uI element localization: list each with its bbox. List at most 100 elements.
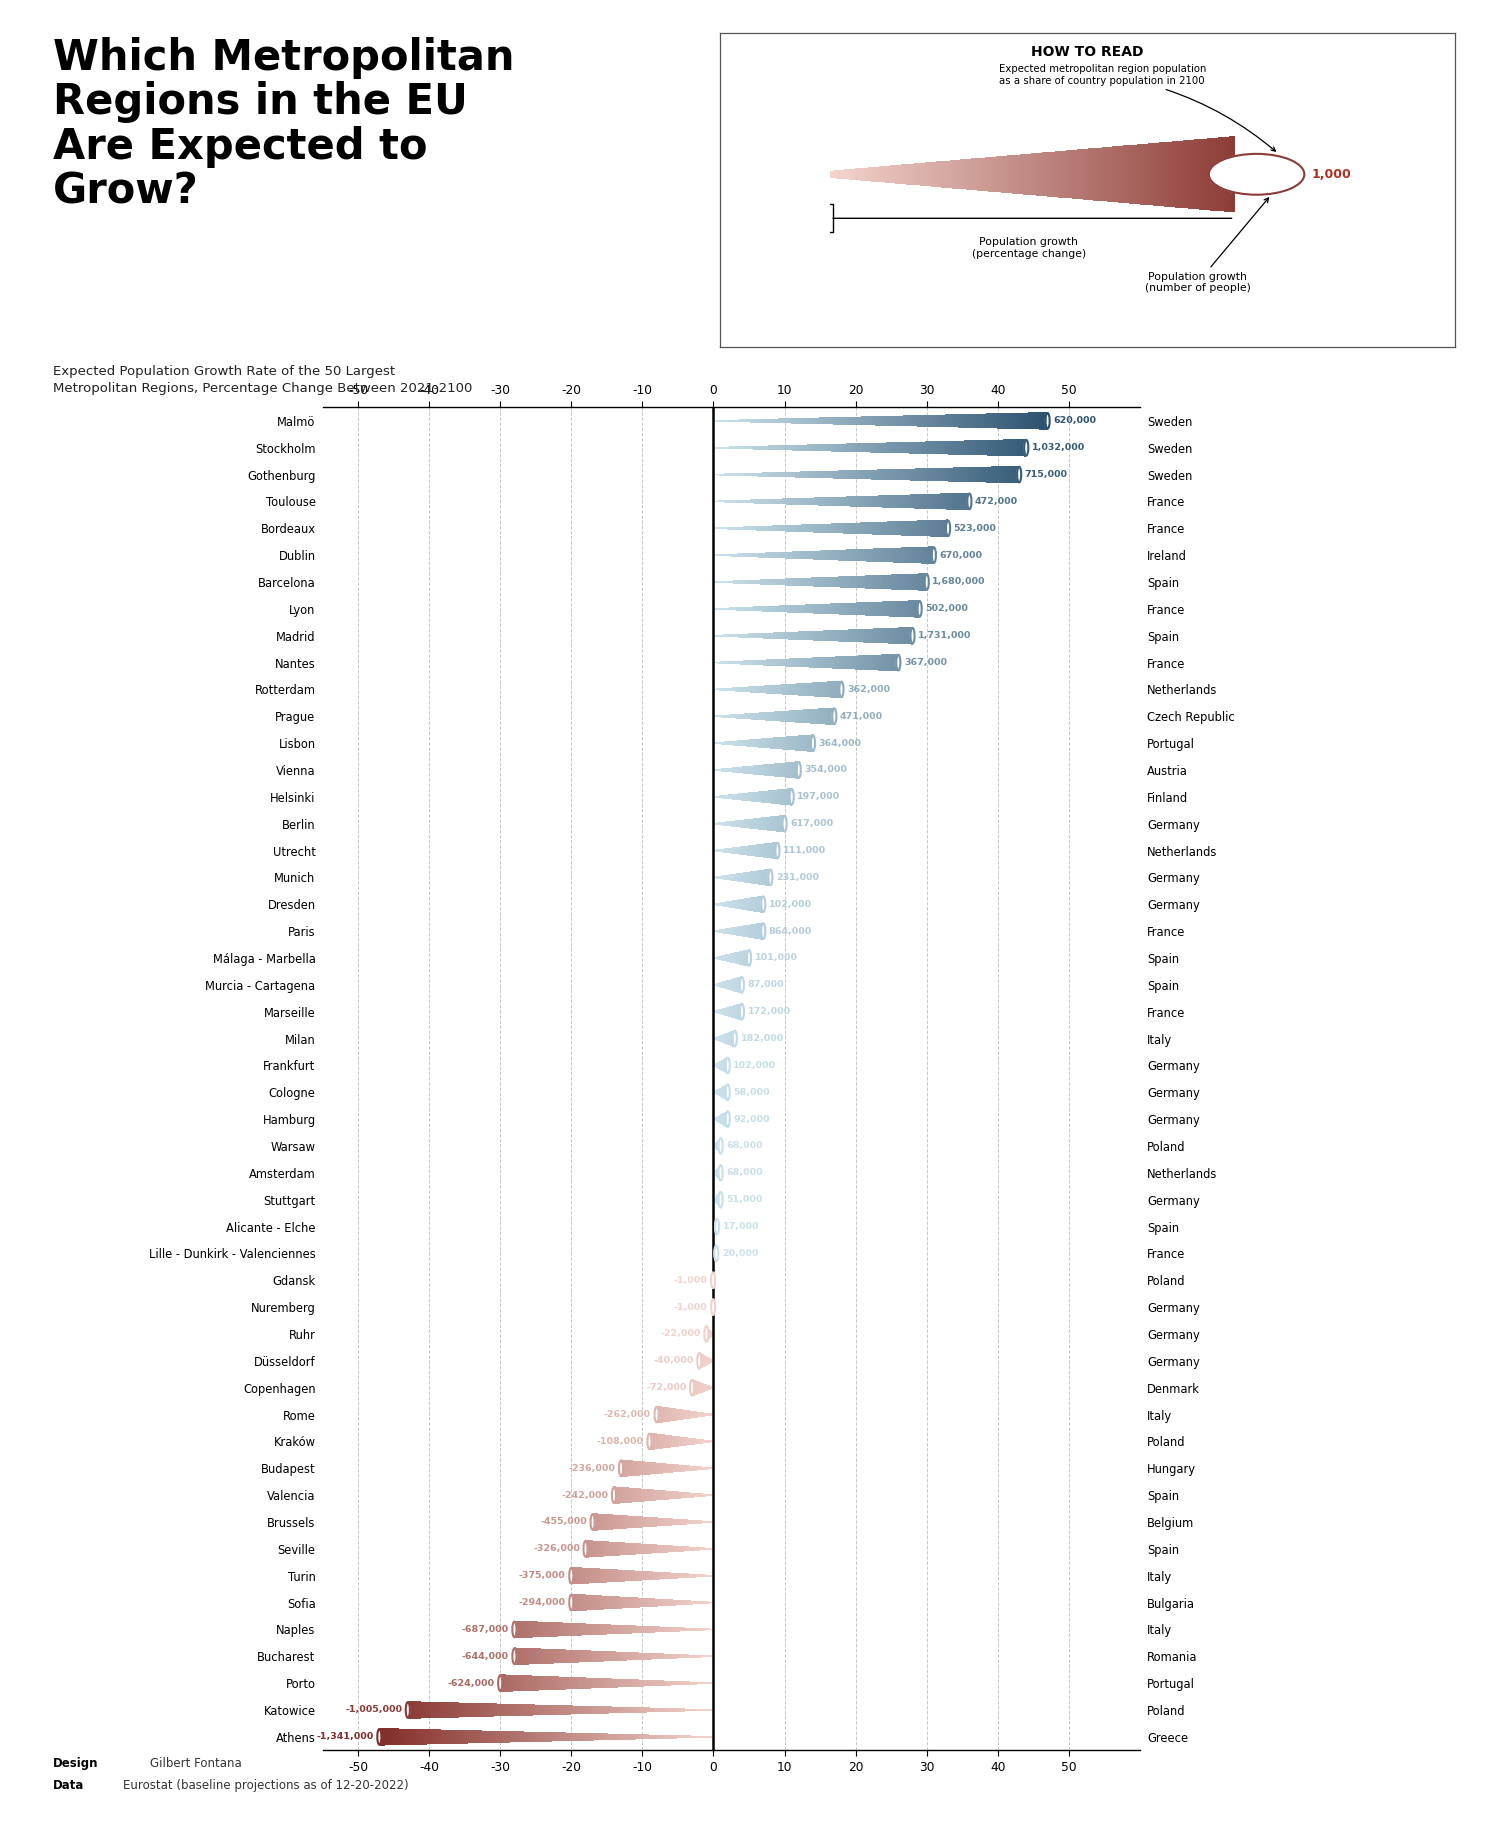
Circle shape (760, 897, 765, 912)
Circle shape (932, 548, 936, 563)
Text: 471,000: 471,000 (840, 713, 884, 722)
Text: 864,000: 864,000 (770, 926, 812, 935)
Circle shape (1046, 413, 1050, 429)
Text: -1,005,000: -1,005,000 (345, 1705, 402, 1714)
Circle shape (1024, 440, 1029, 455)
Circle shape (740, 1003, 744, 1019)
Circle shape (783, 817, 786, 831)
Text: -108,000: -108,000 (597, 1436, 644, 1445)
Text: -624,000: -624,000 (447, 1679, 495, 1688)
Circle shape (698, 1354, 702, 1368)
Text: 102,000: 102,000 (770, 899, 812, 908)
Circle shape (705, 1326, 708, 1341)
Circle shape (716, 1219, 718, 1235)
Circle shape (946, 521, 950, 535)
Circle shape (726, 1111, 730, 1127)
Text: 715,000: 715,000 (1024, 470, 1068, 479)
Circle shape (1209, 153, 1305, 195)
Circle shape (568, 1595, 573, 1610)
Circle shape (711, 1299, 716, 1315)
Text: 51,000: 51,000 (726, 1195, 762, 1204)
Text: -40,000: -40,000 (654, 1356, 693, 1365)
Circle shape (405, 1703, 410, 1717)
Text: Which Metropolitan
Regions in the EU
Are Expected to
Grow?: Which Metropolitan Regions in the EU Are… (53, 37, 515, 212)
Text: -1,341,000: -1,341,000 (316, 1732, 374, 1741)
Circle shape (513, 1622, 516, 1637)
Circle shape (840, 681, 843, 698)
Text: Eurostat (baseline projections as of 12-20-2022): Eurostat (baseline projections as of 12-… (123, 1779, 408, 1792)
Text: 367,000: 367,000 (904, 658, 946, 667)
Text: 472,000: 472,000 (975, 497, 1018, 506)
Text: 101,000: 101,000 (754, 954, 798, 963)
Text: -242,000: -242,000 (561, 1491, 609, 1500)
Circle shape (968, 493, 972, 510)
Text: Expected Population Growth Rate of the 50 Largest
Metropolitan Regions, Percenta: Expected Population Growth Rate of the 5… (53, 365, 473, 395)
Text: -455,000: -455,000 (540, 1518, 586, 1527)
Text: 617,000: 617,000 (790, 818, 834, 828)
Circle shape (568, 1568, 573, 1584)
Circle shape (620, 1460, 622, 1476)
Circle shape (513, 1648, 516, 1664)
Text: -294,000: -294,000 (519, 1599, 566, 1608)
Text: 92,000: 92,000 (734, 1114, 770, 1124)
Text: 172,000: 172,000 (747, 1007, 790, 1016)
Text: -262,000: -262,000 (604, 1410, 651, 1420)
Circle shape (732, 1030, 736, 1047)
Circle shape (612, 1487, 616, 1504)
Text: 111,000: 111,000 (783, 846, 826, 855)
Circle shape (796, 762, 801, 778)
Text: -72,000: -72,000 (646, 1383, 687, 1392)
Circle shape (812, 734, 814, 751)
Text: -1,000: -1,000 (674, 1275, 708, 1284)
Text: 670,000: 670,000 (939, 550, 982, 559)
Text: -1,000: -1,000 (674, 1303, 708, 1312)
Text: 231,000: 231,000 (776, 873, 819, 882)
Circle shape (714, 1246, 718, 1261)
Text: 197,000: 197,000 (798, 793, 840, 802)
Circle shape (918, 601, 921, 618)
Text: -236,000: -236,000 (568, 1463, 615, 1473)
Circle shape (648, 1434, 651, 1449)
Circle shape (747, 950, 752, 966)
Text: 362,000: 362,000 (847, 685, 889, 694)
Circle shape (789, 789, 794, 804)
Text: 1,032,000: 1,032,000 (1032, 444, 1084, 453)
Text: Population growth
(number of people): Population growth (number of people) (1144, 197, 1269, 294)
Text: -375,000: -375,000 (519, 1571, 566, 1580)
Circle shape (498, 1675, 502, 1692)
Text: 620,000: 620,000 (1053, 417, 1096, 426)
Circle shape (711, 1272, 716, 1288)
Text: 68,000: 68,000 (726, 1167, 764, 1177)
Text: Gilbert Fontana: Gilbert Fontana (150, 1758, 242, 1770)
Circle shape (896, 654, 900, 671)
Circle shape (654, 1407, 658, 1423)
Text: 1,000: 1,000 (1311, 168, 1352, 181)
Circle shape (378, 1728, 381, 1745)
Text: -22,000: -22,000 (660, 1330, 700, 1339)
Text: 1,680,000: 1,680,000 (933, 577, 986, 586)
Circle shape (776, 842, 780, 859)
Text: 502,000: 502,000 (926, 605, 968, 614)
Circle shape (690, 1379, 694, 1396)
Circle shape (718, 1138, 723, 1155)
Text: 1,731,000: 1,731,000 (918, 630, 972, 639)
Circle shape (760, 923, 765, 939)
Text: 354,000: 354,000 (804, 766, 847, 775)
Text: 364,000: 364,000 (819, 738, 861, 747)
Circle shape (833, 709, 837, 723)
Text: 17,000: 17,000 (723, 1222, 759, 1231)
Circle shape (768, 870, 772, 886)
Circle shape (740, 977, 744, 992)
Circle shape (718, 1166, 723, 1180)
Text: 182,000: 182,000 (741, 1034, 783, 1043)
Text: 58,000: 58,000 (734, 1087, 770, 1096)
Text: -644,000: -644,000 (462, 1652, 509, 1661)
Circle shape (584, 1540, 588, 1557)
Text: -687,000: -687,000 (462, 1624, 509, 1633)
Circle shape (718, 1191, 723, 1208)
Circle shape (924, 574, 928, 590)
Text: Expected metropolitan region population
as a share of country population in 2100: Expected metropolitan region population … (999, 64, 1275, 152)
Text: 20,000: 20,000 (722, 1250, 759, 1259)
Text: HOW TO READ: HOW TO READ (1032, 46, 1143, 60)
Circle shape (1017, 466, 1022, 482)
